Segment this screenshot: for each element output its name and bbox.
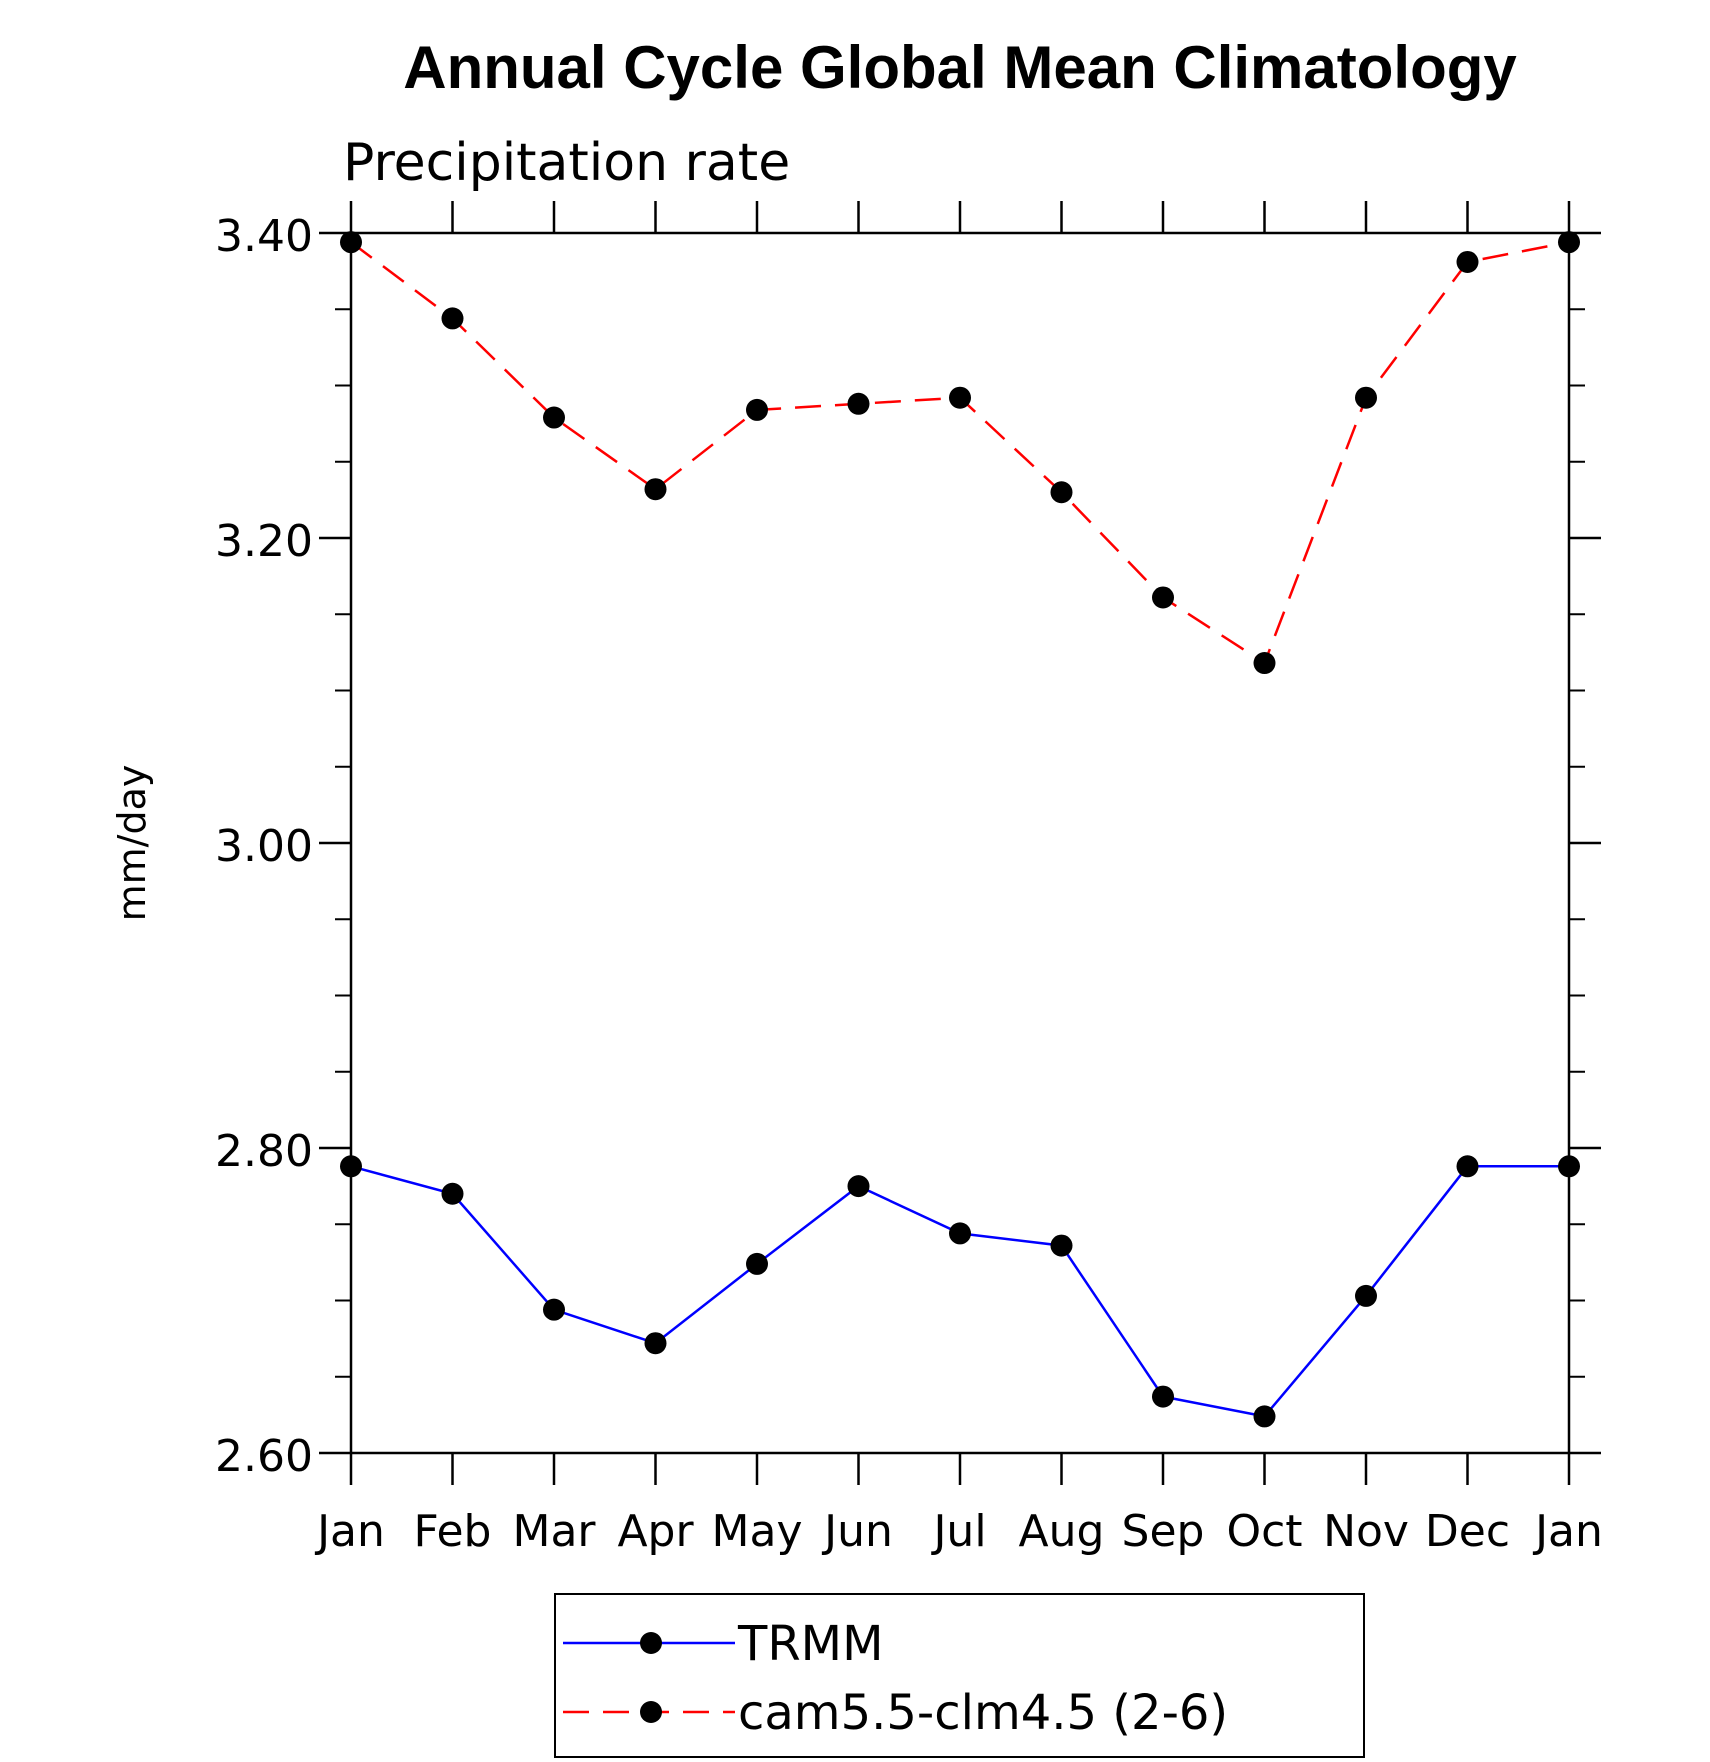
x-tick-label: Oct bbox=[1226, 1506, 1302, 1557]
data-point bbox=[340, 1155, 362, 1178]
y-tick-label: 3.40 bbox=[215, 211, 313, 262]
data-point bbox=[644, 478, 667, 501]
data-point bbox=[1558, 231, 1580, 254]
data-point bbox=[543, 406, 565, 429]
data-point bbox=[1558, 1155, 1580, 1178]
x-tick-label: Feb bbox=[414, 1506, 492, 1557]
data-point bbox=[1355, 1284, 1377, 1307]
data-point bbox=[644, 1332, 667, 1355]
data-point bbox=[746, 1252, 768, 1275]
data-point bbox=[847, 1175, 870, 1198]
data-point bbox=[340, 231, 362, 254]
x-tick-label: May bbox=[712, 1506, 803, 1557]
chart-title: Annual Cycle Global Mean Climatology bbox=[403, 34, 1517, 101]
data-point bbox=[949, 386, 971, 409]
x-tick-label: Aug bbox=[1019, 1506, 1105, 1557]
y-tick-label: 3.20 bbox=[215, 516, 313, 567]
data-point bbox=[1050, 1234, 1073, 1257]
legend: TRMM cam5.5-clm4.5 (2-6) bbox=[554, 1593, 1365, 1758]
series-line-0 bbox=[350, 1165, 1569, 1418]
data-point bbox=[1050, 481, 1073, 504]
data-point bbox=[1253, 652, 1276, 675]
y-tick-label: 2.60 bbox=[215, 1431, 313, 1482]
legend-box bbox=[554, 1593, 1365, 1758]
data-point bbox=[1253, 1405, 1276, 1428]
data-point bbox=[1152, 586, 1174, 609]
x-tick-label: Mar bbox=[512, 1506, 596, 1557]
data-point bbox=[1152, 1385, 1174, 1408]
legend-marker bbox=[640, 1701, 662, 1723]
x-tick-label: Jul bbox=[930, 1506, 986, 1557]
x-tick-label: Sep bbox=[1122, 1506, 1205, 1557]
x-tick-label: Jan bbox=[314, 1506, 385, 1557]
plot-axes: Jan Feb Mar Apr May Jun Jul Aug Sep Oct Nov Dec Jan2… bbox=[215, 201, 1603, 1557]
plot-series bbox=[340, 231, 1580, 1428]
legend-label-0: TRMM bbox=[737, 1616, 884, 1672]
data-point bbox=[847, 392, 870, 415]
data-point bbox=[1456, 1155, 1479, 1178]
y-axis-label: mm/day bbox=[110, 765, 154, 922]
data-point bbox=[441, 307, 464, 330]
legend-label-1: cam5.5-clm4.5 (2-6) bbox=[738, 1685, 1228, 1741]
series-line-1 bbox=[350, 240, 1570, 665]
data-point bbox=[746, 398, 768, 421]
data-point bbox=[441, 1182, 464, 1205]
chart-subtitle: Precipitation rate bbox=[343, 133, 790, 193]
data-point bbox=[1456, 250, 1479, 273]
x-tick-label: Jun bbox=[821, 1506, 893, 1557]
x-tick-label: Jan bbox=[1532, 1506, 1603, 1557]
x-tick-label: Apr bbox=[617, 1506, 694, 1557]
data-point bbox=[949, 1222, 971, 1245]
legend-marker bbox=[640, 1632, 662, 1654]
data-point bbox=[543, 1298, 565, 1321]
y-tick-label: 2.80 bbox=[215, 1126, 313, 1177]
data-point bbox=[1355, 386, 1377, 409]
x-tick-label: Dec bbox=[1425, 1506, 1510, 1557]
y-tick-label: 3.00 bbox=[215, 821, 313, 872]
x-tick-label: Nov bbox=[1323, 1506, 1409, 1557]
